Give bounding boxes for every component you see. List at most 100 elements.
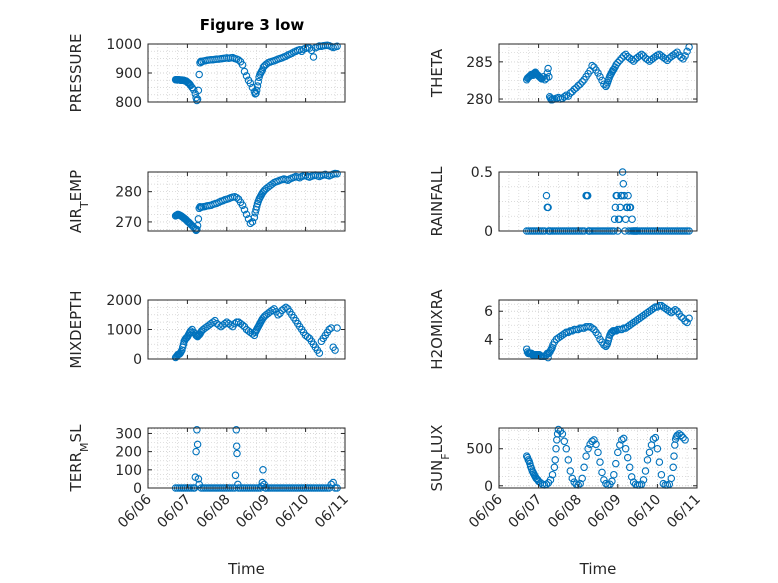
pressure-point [194, 86, 203, 95]
terrmsl-point [233, 449, 241, 458]
sunflux-point [657, 470, 666, 479]
theta-point [572, 84, 580, 92]
airtemp-point [246, 219, 255, 228]
airtemp-point [250, 213, 259, 222]
theta-point [535, 72, 544, 81]
theta-point [671, 49, 679, 58]
sunflux-point [594, 448, 602, 457]
h2omixra-point [619, 324, 628, 332]
terrmsl-point [193, 426, 201, 434]
sunflux-point [627, 473, 636, 481]
terrmsl-ytick-label: 0 [133, 481, 142, 497]
airtemp-point [248, 218, 257, 226]
mixdepth-point [303, 333, 312, 341]
sunflux-xtick-label: 06/09 [585, 492, 625, 532]
h2omixra-point [669, 307, 677, 315]
terrmsl-point [192, 447, 200, 456]
theta-ytick-label: 285 [466, 55, 493, 71]
pressure-point [240, 67, 249, 76]
terrmsl-xlabel: Time [227, 560, 265, 578]
sunflux-point [618, 436, 626, 444]
sunflux-point [560, 437, 569, 446]
sunflux-point [614, 448, 622, 457]
h2omixra-point [584, 322, 592, 331]
pressure-point [252, 89, 260, 98]
sunflux-point [675, 430, 683, 438]
rainfall-point [619, 180, 628, 188]
theta-ytick-label: 280 [466, 92, 493, 108]
theta-point [578, 78, 586, 86]
theta-axes-box [498, 43, 698, 103]
theta-point [568, 87, 577, 96]
sunflux-axes-box [498, 427, 698, 489]
mixdepth-point [268, 306, 276, 315]
sunflux-point [670, 452, 678, 460]
sunflux-ytick-label: 500 [466, 442, 493, 458]
h2omixra-axes-box [498, 299, 698, 360]
pressure-point [234, 56, 243, 64]
pressure-point [242, 72, 251, 80]
sunflux-point [584, 444, 592, 453]
theta-point [629, 57, 638, 65]
sunflux-point [551, 456, 559, 464]
terrmsl-point [231, 471, 240, 480]
terrmsl-ytick-label: 300 [115, 426, 142, 442]
h2omixra-point [655, 301, 664, 310]
pressure-point [254, 77, 263, 86]
h2omixra-point [588, 324, 596, 332]
sunflux-point [564, 456, 573, 464]
sunflux-xtick-label: 06/07 [506, 492, 546, 532]
sunflux-point [526, 459, 534, 468]
mixdepth-point [282, 303, 290, 312]
sunflux-point [616, 441, 624, 449]
sunflux-xtick-label: 06/08 [545, 492, 585, 532]
sunflux-point [651, 433, 660, 442]
sunflux-point [582, 452, 590, 460]
airtemp-point [238, 201, 247, 210]
rainfall-point [542, 191, 551, 200]
rainfall-point [628, 215, 636, 223]
terrmsl-xtick-label: 06/08 [194, 492, 234, 532]
sunflux-xlabel: Time [579, 560, 617, 578]
theta-point [663, 56, 672, 65]
h2omixra-point [649, 304, 658, 313]
theta-point [683, 47, 691, 56]
rainfall-point [624, 191, 632, 200]
terrmsl-point [194, 475, 203, 483]
rainfall-point [611, 203, 620, 212]
sunflux-ylabel: SUNFLUX [428, 425, 452, 492]
rainfall-axes-box [498, 171, 698, 232]
airtemp-point [194, 215, 203, 223]
sunflux-point [655, 458, 664, 466]
rainfall-point [620, 191, 628, 200]
h2omixra-point [677, 313, 685, 321]
theta-point [600, 80, 608, 88]
terrmsl-point [232, 426, 241, 434]
mixdepth-point [333, 324, 341, 332]
mixdepth-ytick-label: 2000 [106, 293, 142, 309]
mixdepth-point [331, 346, 339, 354]
theta-point [677, 53, 685, 62]
pressure-point [238, 61, 247, 69]
sunflux-point [596, 458, 604, 466]
airtemp-axes-box [147, 171, 346, 232]
airtemp-point [193, 225, 201, 234]
sunflux-point [621, 444, 630, 453]
mixdepth-point [209, 318, 217, 326]
sunflux-point [608, 477, 616, 486]
pressure-point [246, 79, 255, 87]
sunflux-point [568, 474, 577, 483]
rainfall-point [544, 203, 552, 212]
mixdepth-point [325, 325, 333, 334]
rainfall-point [610, 215, 619, 223]
mixdepth-ytick-label: 1000 [106, 323, 142, 339]
pressure-point [195, 70, 203, 79]
theta-point [612, 61, 620, 69]
rainfall-point [613, 191, 621, 200]
h2omixra-point [600, 341, 608, 349]
theta-point [588, 61, 596, 70]
sunflux-ytick-label: 0 [484, 479, 493, 495]
sunflux-point [637, 480, 646, 489]
sunflux-point [542, 480, 551, 489]
